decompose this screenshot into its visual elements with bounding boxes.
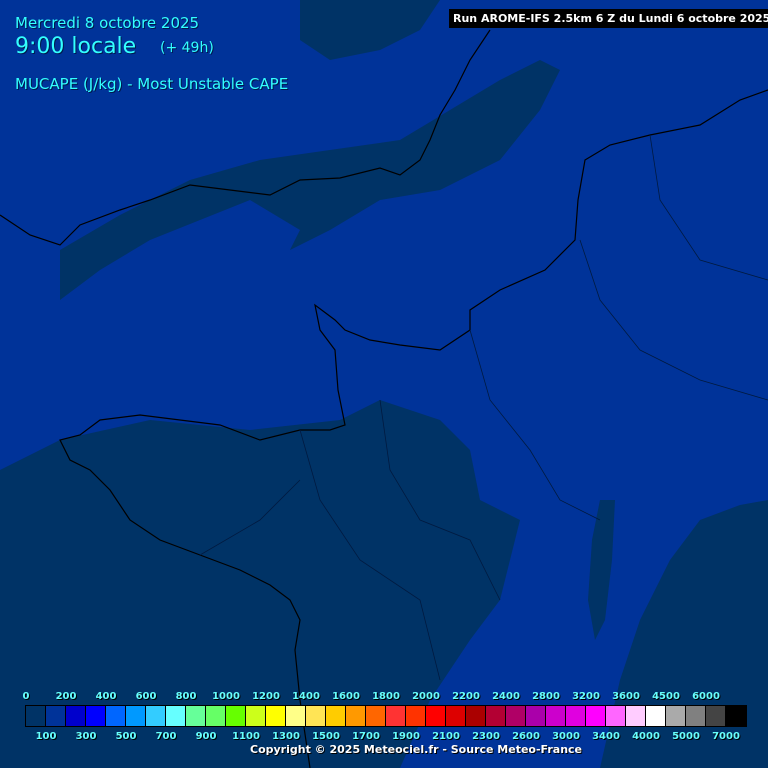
legend-swatch: [326, 706, 346, 726]
legend-label: 2000: [412, 691, 440, 702]
legend-swatch: [106, 706, 126, 726]
legend-label: 4500: [652, 691, 680, 702]
legend-swatch: [66, 706, 86, 726]
region-borders: [199, 134, 768, 681]
legend-swatch: [366, 706, 386, 726]
legend-label: 1300: [272, 731, 300, 742]
legend-label: 3600: [612, 691, 640, 702]
legend-swatch: [406, 706, 426, 726]
legend-swatch: [486, 706, 506, 726]
coastlines: [0, 29, 768, 768]
legend-swatch: [386, 706, 406, 726]
legend-label: 3400: [592, 731, 620, 742]
legend-swatch: [706, 706, 726, 726]
france-north-coast: [59, 89, 768, 768]
legend-label: 3200: [572, 691, 600, 702]
legend-label: 2200: [452, 691, 480, 702]
legend-label: 1700: [352, 731, 380, 742]
legend-label: 400: [95, 691, 117, 702]
color-legend: [25, 705, 747, 727]
legend-label: 2800: [532, 691, 560, 702]
legend-swatch: [266, 706, 286, 726]
legend-swatch: [146, 706, 166, 726]
legend-swatch: [166, 706, 186, 726]
legend-label: 1500: [312, 731, 340, 742]
low-cape-area-east-strip: [588, 500, 615, 640]
legend-swatch: [86, 706, 106, 726]
legend-label: 800: [175, 691, 197, 702]
legend-swatch: [546, 706, 566, 726]
legend-label: 1200: [252, 691, 280, 702]
legend-swatch: [306, 706, 326, 726]
legend-label: 200: [55, 691, 77, 702]
legend-label: 1000: [212, 691, 240, 702]
legend-swatch: [726, 706, 746, 726]
legend-label: 1100: [232, 731, 260, 742]
copyright: Copyright © 2025 Meteociel.fr - Source M…: [250, 743, 583, 756]
legend-label: 300: [75, 731, 97, 742]
legend-label: 1400: [292, 691, 320, 702]
legend-swatch: [626, 706, 646, 726]
legend-label: 5000: [672, 731, 700, 742]
legend-swatch: [206, 706, 226, 726]
legend-swatch: [526, 706, 546, 726]
legend-swatch: [246, 706, 266, 726]
forecast-date: Mercredi 8 octobre 2025: [15, 14, 200, 32]
legend-label: 6000: [692, 691, 720, 702]
legend-label: 2300: [472, 731, 500, 742]
legend-swatch: [686, 706, 706, 726]
parameter-title: MUCAPE (J/kg) - Most Unstable CAPE: [15, 75, 289, 93]
model-run-label: Run AROME-IFS 2.5km 6 Z du Lundi 6 octob…: [449, 9, 768, 28]
legend-label: 500: [115, 731, 137, 742]
legend-label: 900: [195, 731, 217, 742]
legend-swatch: [566, 706, 586, 726]
legend-swatch: [26, 706, 46, 726]
legend-label: 1600: [332, 691, 360, 702]
legend-swatch: [586, 706, 606, 726]
legend-label: 2400: [492, 691, 520, 702]
low-cape-area-southeast: [600, 500, 768, 768]
legend-label: 3000: [552, 731, 580, 742]
legend-label: 1800: [372, 691, 400, 702]
legend-label: 100: [35, 731, 57, 742]
legend-label: 7000: [712, 731, 740, 742]
legend-label: 1900: [392, 731, 420, 742]
legend-swatch: [186, 706, 206, 726]
england-coast: [0, 29, 491, 246]
legend-swatch: [506, 706, 526, 726]
legend-swatch: [666, 706, 686, 726]
legend-swatch: [466, 706, 486, 726]
legend-swatch: [646, 706, 666, 726]
legend-swatch: [606, 706, 626, 726]
low-cape-area-north: [300, 0, 440, 60]
legend-label: 2600: [512, 731, 540, 742]
legend-swatch: [226, 706, 246, 726]
legend-swatch: [446, 706, 466, 726]
legend-swatch: [286, 706, 306, 726]
legend-label: 4000: [632, 731, 660, 742]
legend-swatch: [346, 706, 366, 726]
legend-label: 0: [22, 691, 30, 702]
low-cape-area-west-france: [0, 400, 520, 768]
legend-label: 600: [135, 691, 157, 702]
legend-label: 2100: [432, 731, 460, 742]
legend-swatch: [426, 706, 446, 726]
legend-swatch: [46, 706, 66, 726]
legend-label: 700: [155, 731, 177, 742]
forecast-lead-time: (+ 49h): [160, 40, 214, 56]
legend-swatch: [126, 706, 146, 726]
forecast-time: 9:00 locale: [15, 34, 137, 59]
